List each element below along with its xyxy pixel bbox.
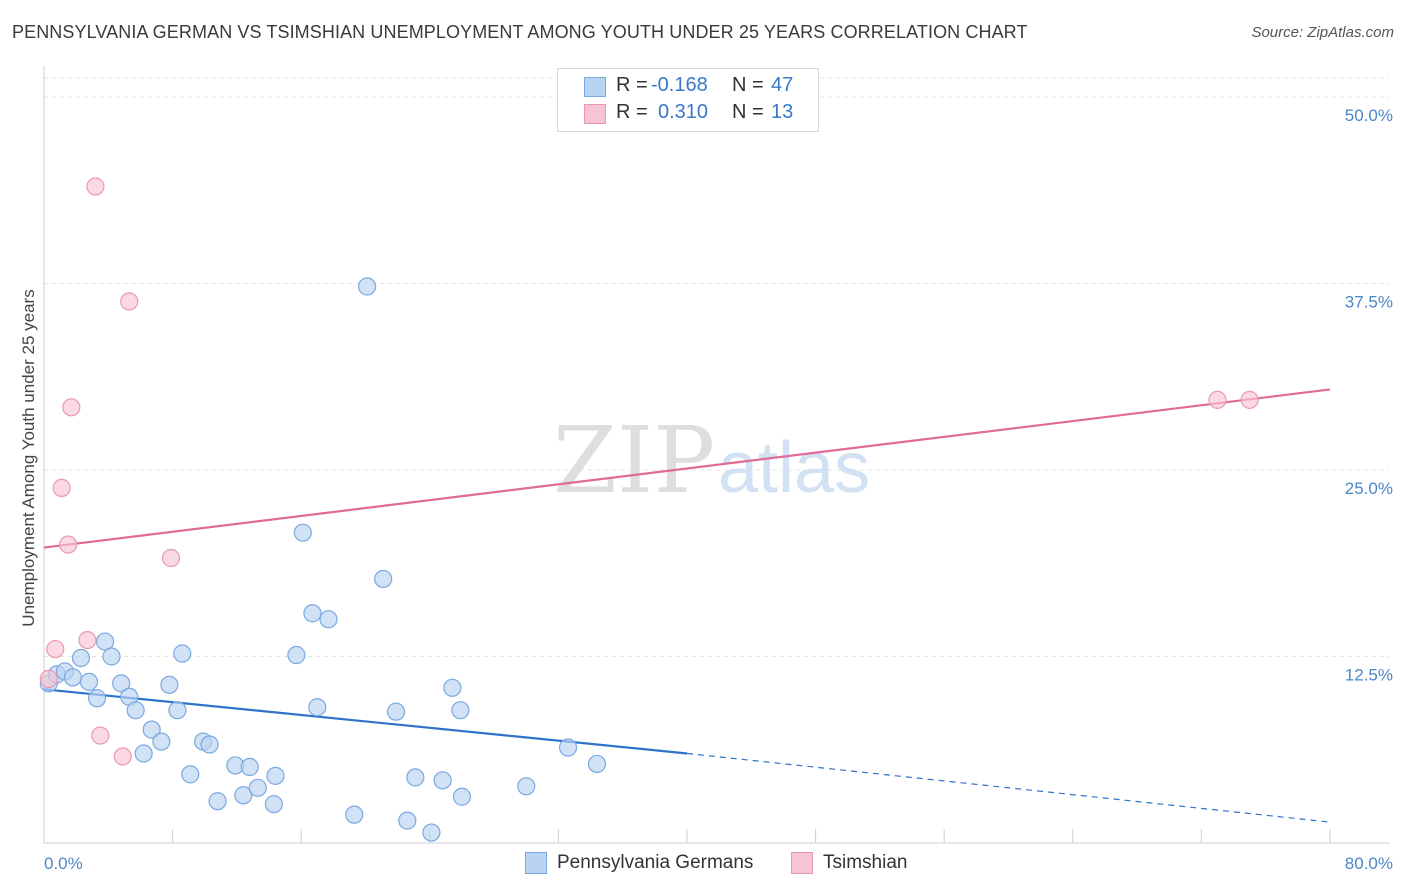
- legend-n-value: 13: [771, 101, 794, 123]
- data-point-blue: [433, 771, 452, 790]
- data-point-blue: [451, 701, 470, 720]
- series-legend: Pennsylvania Germans Tsimshian: [0, 852, 1406, 878]
- data-point-pink: [39, 669, 58, 688]
- data-point-blue: [134, 744, 153, 763]
- legend-swatch-blue: [584, 77, 606, 97]
- legend-n-value: 47: [771, 74, 794, 96]
- data-point-blue: [406, 768, 425, 787]
- legend-r-value: 0.310: [658, 101, 709, 123]
- data-point-blue: [102, 647, 121, 666]
- data-point-blue: [112, 674, 131, 693]
- correlation-legend: R = -0.168 N = 47 R = 0.310 N = 13: [557, 68, 819, 132]
- data-point-blue: [87, 689, 107, 708]
- trend-layer: [43, 388, 1331, 823]
- series-legend-label: Tsimshian: [823, 852, 908, 873]
- data-point-blue: [168, 701, 187, 720]
- watermark: ZIP atlas: [553, 407, 870, 514]
- series-swatch-blue: [525, 852, 547, 874]
- data-point-pink: [120, 292, 139, 311]
- data-point-blue: [208, 792, 227, 811]
- series-legend-item-tsimshian: Tsimshian: [791, 852, 907, 874]
- data-point-blue: [587, 754, 607, 774]
- data-point-blue: [293, 523, 312, 542]
- y-axis-label: Unemployment Among Youth under 25 years: [19, 289, 38, 626]
- series-legend-item-pennsylvania-germans: Pennsylvania Germans: [525, 852, 753, 874]
- trend-line-blue: [43, 688, 688, 755]
- data-point-pink: [78, 630, 97, 650]
- data-point-blue: [234, 786, 253, 805]
- trend-line-pink: [43, 388, 1331, 549]
- y-tick-label: 50.0%: [1345, 106, 1393, 125]
- data-point-blue: [126, 701, 145, 720]
- data-point-blue: [248, 778, 267, 797]
- data-point-blue: [443, 678, 462, 697]
- series-swatch-pink: [791, 852, 813, 874]
- y-tick-label: 37.5%: [1345, 293, 1393, 312]
- data-point-blue: [63, 668, 83, 687]
- grid-layer: [44, 77, 1390, 657]
- data-point-blue: [386, 702, 406, 721]
- data-point-blue: [345, 805, 364, 824]
- data-point-pink: [113, 747, 132, 766]
- data-point-blue: [160, 675, 179, 694]
- data-point-blue: [152, 732, 171, 751]
- source-label: Source: ZipAtlas.com: [1251, 24, 1394, 41]
- data-point-pink: [62, 398, 81, 417]
- data-point-pink: [1240, 390, 1259, 409]
- legend-r-value: -0.168: [651, 74, 708, 96]
- data-point-blue: [142, 720, 161, 739]
- data-point-blue: [308, 698, 327, 717]
- legend-r-label: R =: [616, 101, 648, 123]
- data-point-blue: [287, 645, 306, 665]
- data-point-blue: [240, 757, 259, 777]
- watermark-atlas: atlas: [718, 428, 870, 508]
- legend-swatch-pink: [584, 104, 606, 124]
- data-point-pink: [59, 535, 78, 554]
- trend-line-extension-blue: [686, 752, 1331, 823]
- axis-layer: 12.5% 25.0% 37.5% 50.0% 0.0% 80.0%: [43, 66, 1393, 873]
- data-point-blue: [71, 648, 91, 668]
- x-tick-label: 0.0%: [44, 854, 83, 873]
- watermark-zip: ZIP: [553, 407, 715, 514]
- x-tick-label: 80.0%: [1345, 854, 1393, 873]
- data-point-blue: [173, 644, 192, 663]
- data-point-blue: [200, 735, 219, 754]
- data-point-blue: [303, 604, 322, 623]
- y-tick-label: 25.0%: [1345, 479, 1393, 498]
- data-point-pink: [91, 726, 110, 745]
- data-point-blue: [266, 766, 285, 785]
- data-point-blue: [264, 795, 283, 814]
- data-point-blue: [181, 765, 200, 784]
- data-point-pink: [46, 639, 65, 659]
- legend-r-label: R =: [616, 74, 648, 96]
- point-layer: [39, 177, 1259, 842]
- data-point-blue: [319, 610, 338, 629]
- data-point-blue: [422, 823, 441, 842]
- legend-n-label: N =: [732, 101, 764, 123]
- data-point-blue: [398, 811, 417, 830]
- series-legend-label: Pennsylvania Germans: [557, 852, 754, 873]
- data-point-blue: [452, 787, 472, 806]
- data-point-blue: [517, 777, 536, 796]
- data-point-pink: [1208, 390, 1227, 409]
- chart-title: PENNSYLVANIA GERMAN VS TSIMSHIAN UNEMPLO…: [12, 22, 1028, 42]
- data-point-pink: [52, 478, 71, 498]
- data-point-blue: [358, 277, 377, 296]
- y-tick-label: 12.5%: [1345, 666, 1393, 685]
- data-point-blue: [558, 738, 578, 757]
- data-point-pink: [161, 548, 181, 568]
- legend-n-label: N =: [732, 74, 764, 96]
- data-point-blue: [374, 569, 393, 589]
- data-point-blue: [79, 672, 99, 691]
- data-point-pink: [86, 177, 105, 196]
